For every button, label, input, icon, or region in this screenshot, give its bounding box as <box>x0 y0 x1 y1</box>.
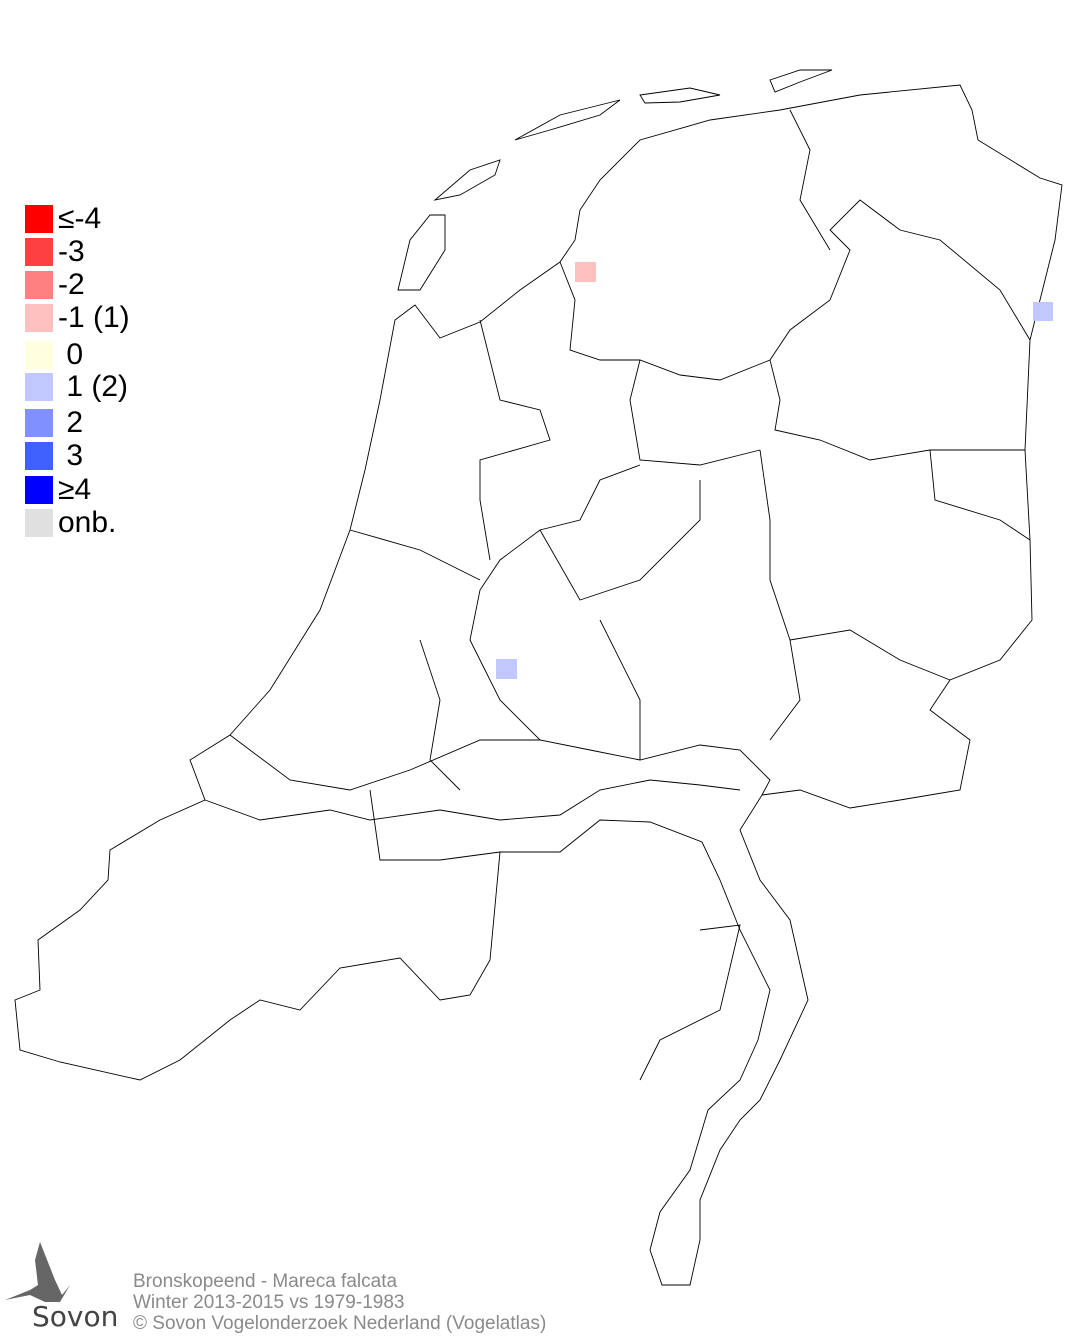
legend-item: 2 <box>25 406 84 439</box>
legend-label: ≤-4 <box>58 202 102 235</box>
legend-swatch <box>25 238 53 266</box>
legend-item: -3 <box>25 235 85 268</box>
legend-swatch <box>25 509 53 537</box>
legend-swatch <box>25 341 53 369</box>
legend-item: onb. <box>25 506 117 539</box>
species-title: Bronskopeend - Mareca falcata <box>133 1271 398 1292</box>
legend-label: -2 <box>58 268 85 301</box>
legend-label: 2 <box>58 406 84 439</box>
legend-swatch <box>25 205 53 233</box>
cell-utrecht <box>496 659 517 679</box>
island-ameland <box>639 87 721 104</box>
legend-label: -3 <box>58 235 85 268</box>
legend-label: 3 <box>58 439 84 472</box>
period-comparison: Winter 2013-2015 vs 1979-1983 <box>133 1292 405 1313</box>
legend-swatch <box>25 373 53 401</box>
cell-groningen <box>1033 302 1053 321</box>
province-borders <box>204 109 1031 861</box>
swallow-icon <box>5 1242 70 1302</box>
limburg-border <box>639 924 741 1081</box>
legend-item: 1 (2) <box>25 370 129 403</box>
island-texel <box>397 214 446 291</box>
legend-label: 1 (2) <box>58 370 129 403</box>
legend-swatch <box>25 442 53 470</box>
legend-item: 0 <box>25 338 84 371</box>
map-caption: Bronskopeend - Mareca falcata Winter 201… <box>133 1271 546 1334</box>
copyright: © Sovon Vogelonderzoek Nederland (Vogela… <box>133 1313 547 1334</box>
island-terschelling <box>514 99 621 141</box>
legend-swatch <box>25 476 53 504</box>
legend-label: onb. <box>58 506 117 539</box>
legend-item: ≤-4 <box>25 202 102 235</box>
legend-item: 3 <box>25 439 84 472</box>
cell-friesland <box>575 262 596 282</box>
legend-item: -2 <box>25 268 85 301</box>
legend-label: 0 <box>58 338 84 371</box>
island-schiermonnikoog <box>769 69 833 93</box>
logo-text: Sovon <box>32 1300 118 1333</box>
legend-item: -1 (1) <box>25 301 130 334</box>
legend-swatch <box>25 271 53 299</box>
island-vlieland <box>433 159 501 201</box>
legend-label: -1 (1) <box>58 301 130 334</box>
legend-swatch <box>25 409 53 437</box>
legend-label: ≥4 <box>58 473 92 506</box>
legend-item: ≥4 <box>25 473 92 506</box>
sovon-logo: Sovon <box>5 1242 118 1333</box>
legend-swatch <box>25 304 53 332</box>
country-outline <box>14 84 1063 1286</box>
